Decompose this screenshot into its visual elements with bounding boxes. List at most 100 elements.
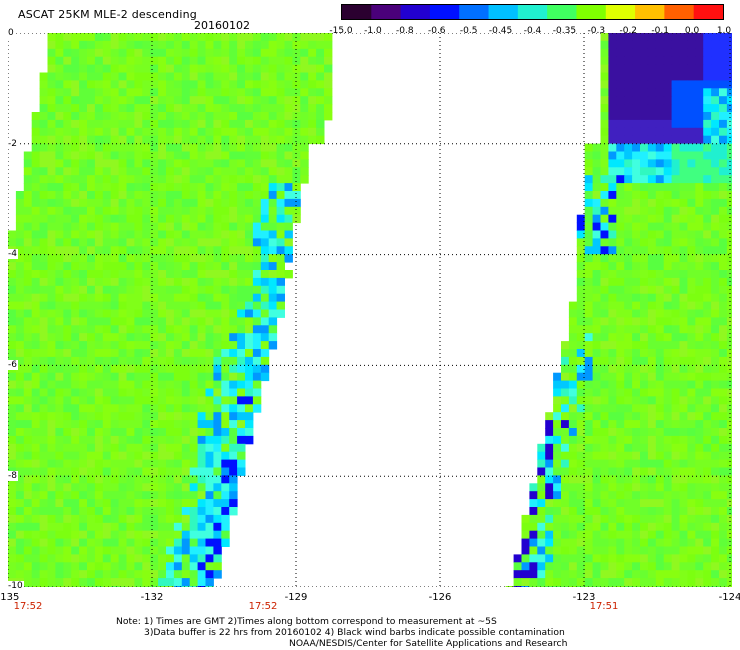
data-cell xyxy=(687,491,696,500)
data-cell xyxy=(640,364,649,374)
data-cell xyxy=(616,301,625,310)
data-cell xyxy=(316,64,325,73)
data-cell xyxy=(632,285,641,295)
data-cell xyxy=(15,435,25,445)
data-cell xyxy=(608,191,617,200)
data-cell xyxy=(711,175,720,184)
data-cell xyxy=(711,333,720,342)
data-cell xyxy=(726,48,732,58)
data-cell xyxy=(39,554,48,563)
data-cell xyxy=(126,499,135,508)
data-cell xyxy=(102,285,112,295)
data-cell xyxy=(55,428,64,437)
colorbar-label: -0.2 xyxy=(619,26,638,36)
data-cell xyxy=(63,562,72,571)
data-cell xyxy=(63,198,72,208)
data-cell xyxy=(173,72,183,81)
data-cell xyxy=(142,349,151,358)
data-cell xyxy=(695,222,704,231)
data-cell xyxy=(687,499,696,508)
data-cell xyxy=(150,491,159,500)
data-cell xyxy=(142,388,151,397)
data-cell xyxy=(632,112,641,121)
data-cell xyxy=(213,404,222,413)
data-cell xyxy=(55,238,64,247)
data-cell xyxy=(647,206,657,216)
data-cell xyxy=(268,167,278,176)
data-cell xyxy=(300,175,309,184)
data-cell xyxy=(576,507,586,516)
data-cell xyxy=(94,325,104,334)
data-cell xyxy=(71,40,80,50)
data-cell xyxy=(47,277,56,287)
data-cell xyxy=(197,127,206,137)
data-cell xyxy=(71,372,80,382)
data-cell xyxy=(181,80,191,89)
data-cell xyxy=(292,206,301,216)
data-cell xyxy=(197,230,206,239)
data-cell xyxy=(166,507,175,516)
data-cell xyxy=(592,522,601,532)
data-cell xyxy=(561,404,570,413)
data-cell xyxy=(260,135,270,145)
data-cell xyxy=(726,562,732,571)
data-cell xyxy=(47,420,56,429)
data-cell xyxy=(687,396,696,405)
data-cell xyxy=(23,341,33,350)
data-cell xyxy=(576,412,586,421)
data-cell xyxy=(23,570,33,579)
data-cell xyxy=(126,40,135,50)
data-cell xyxy=(142,507,151,516)
data-cell xyxy=(268,183,278,192)
data-cell xyxy=(8,270,17,279)
data-cell xyxy=(142,514,151,524)
data-cell xyxy=(197,183,206,192)
data-cell xyxy=(711,538,720,547)
data-cell xyxy=(126,270,135,279)
data-cell xyxy=(87,507,96,516)
data-cell xyxy=(679,135,688,145)
data-cell xyxy=(687,151,696,160)
data-cell xyxy=(94,72,104,81)
colorbar-swatch xyxy=(517,5,548,19)
data-cell xyxy=(181,159,191,168)
data-cell xyxy=(655,522,665,532)
data-cell xyxy=(695,443,704,453)
data-cell xyxy=(158,333,167,342)
data-cell xyxy=(150,420,159,429)
data-cell xyxy=(284,64,293,73)
data-cell xyxy=(640,183,649,192)
data-cell xyxy=(229,222,238,231)
data-cell xyxy=(245,246,254,255)
data-cell xyxy=(102,206,112,216)
data-cell xyxy=(189,546,199,555)
data-cell xyxy=(110,183,120,192)
data-cell xyxy=(584,325,594,334)
data-cell xyxy=(181,530,191,540)
data-cell xyxy=(268,270,278,279)
data-cell xyxy=(63,222,72,231)
data-cell xyxy=(592,451,601,461)
data-cell xyxy=(663,396,673,405)
map-title: ASCAT 25KM MLE-2 descending xyxy=(18,8,197,21)
data-cell xyxy=(324,72,333,81)
data-cell xyxy=(79,475,88,484)
data-cell xyxy=(679,412,688,421)
data-cell xyxy=(260,56,270,66)
data-cell xyxy=(647,112,657,121)
data-cell xyxy=(592,578,601,587)
data-cell xyxy=(23,230,33,239)
data-cell xyxy=(252,222,262,231)
data-cell xyxy=(600,104,609,113)
data-cell xyxy=(687,404,696,413)
data-cell xyxy=(142,404,151,413)
data-cell xyxy=(158,412,167,421)
data-cell xyxy=(173,364,183,374)
data-cell xyxy=(663,317,673,326)
data-cell xyxy=(31,183,41,192)
data-cell xyxy=(31,467,41,476)
data-cell xyxy=(726,191,732,200)
data-cell xyxy=(624,206,633,216)
data-cell xyxy=(703,538,712,547)
data-cell xyxy=(268,151,278,160)
